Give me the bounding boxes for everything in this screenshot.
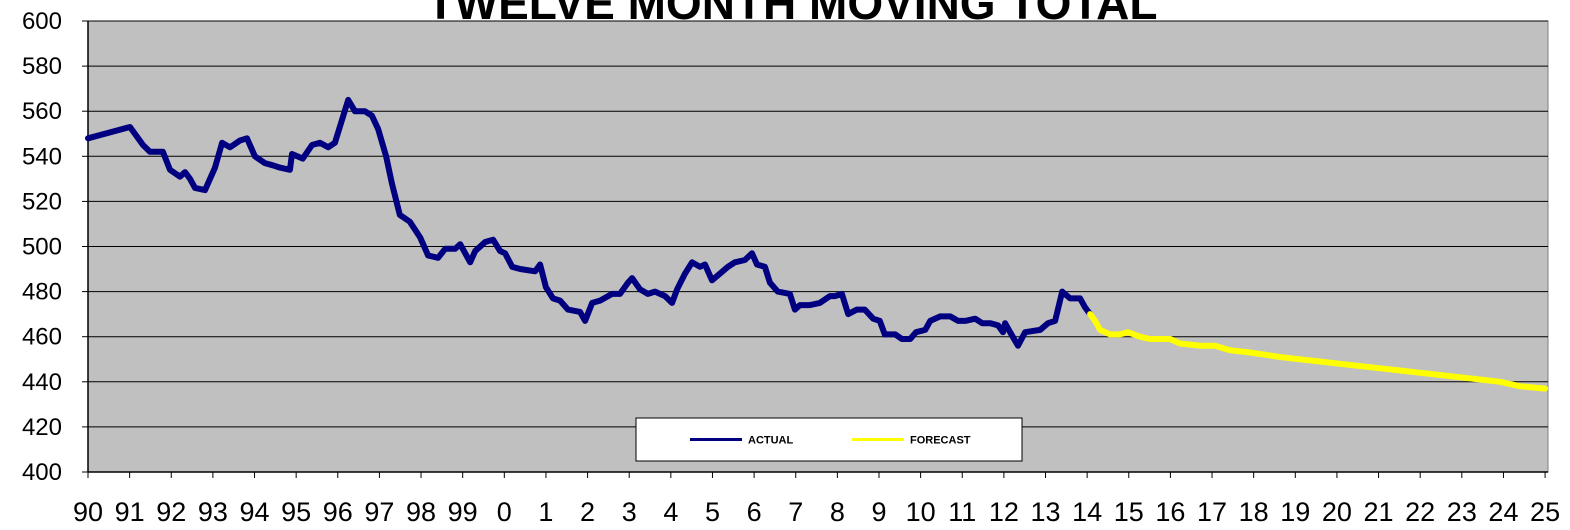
x-tick-label: 98 <box>406 497 436 527</box>
x-tick-label: 22 <box>1405 497 1435 527</box>
x-tick-label: 95 <box>281 497 311 527</box>
series-line <box>85 96 1094 349</box>
x-tick-label: 25 <box>1530 497 1560 527</box>
x-tick-label: 90 <box>73 497 103 527</box>
x-tick-label: 8 <box>830 497 845 527</box>
x-tick-label: 19 <box>1280 497 1310 527</box>
chart-title: TWELVE MONTH MOVING TOTAL <box>427 0 1158 29</box>
x-tick-label: 14 <box>1072 497 1102 527</box>
y-tick-label: 480 <box>22 279 62 306</box>
x-tick-label: 0 <box>497 497 512 527</box>
x-tick-label: 20 <box>1322 497 1352 527</box>
x-tick-label: 11 <box>948 497 976 527</box>
x-tick-label: 96 <box>323 497 353 527</box>
x-tick-label: 13 <box>1030 497 1060 527</box>
x-tick-label: 91 <box>115 497 145 527</box>
x-tick-label: 16 <box>1155 497 1185 527</box>
y-tick-label: 420 <box>22 414 62 441</box>
x-tick-label: 99 <box>448 497 478 527</box>
y-tick-label: 460 <box>22 324 62 351</box>
x-tick-label: 6 <box>747 497 762 527</box>
y-tick-label: 600 <box>22 8 62 35</box>
y-tick-label: 580 <box>22 53 62 80</box>
x-tick-label: 92 <box>156 497 186 527</box>
x-tick-label: 15 <box>1114 497 1144 527</box>
x-tick-label: 94 <box>240 497 270 527</box>
x-tick-label: 93 <box>198 497 228 527</box>
x-tick-label: 9 <box>871 497 886 527</box>
y-tick-label: 400 <box>22 459 62 486</box>
series-line <box>1087 311 1549 392</box>
x-tick-label: 17 <box>1197 497 1227 527</box>
x-tick-label: 23 <box>1447 497 1477 527</box>
x-tick-label: 12 <box>989 497 1019 527</box>
legend-label: ACTUAL <box>748 435 793 447</box>
x-tick-label: 18 <box>1239 497 1269 527</box>
x-tick-label: 4 <box>663 497 678 527</box>
x-tick-label: 3 <box>622 497 637 527</box>
x-tick-label: 21 <box>1364 497 1394 527</box>
x-tick-label: 2 <box>580 497 595 527</box>
x-tick-label: 1 <box>538 497 553 527</box>
y-tick-label: 560 <box>22 98 62 125</box>
y-tick-label: 500 <box>22 234 62 261</box>
y-tick-label: 440 <box>22 369 62 396</box>
x-tick-label: 5 <box>705 497 720 527</box>
y-tick-label: 540 <box>22 143 62 170</box>
x-tick-label: 97 <box>364 497 394 527</box>
x-tick-label: 7 <box>788 497 803 527</box>
legend-label: FORECAST <box>910 435 971 447</box>
y-tick-label: 520 <box>22 188 62 215</box>
x-tick-label: 10 <box>906 497 936 527</box>
x-tick-label: 24 <box>1488 497 1518 527</box>
